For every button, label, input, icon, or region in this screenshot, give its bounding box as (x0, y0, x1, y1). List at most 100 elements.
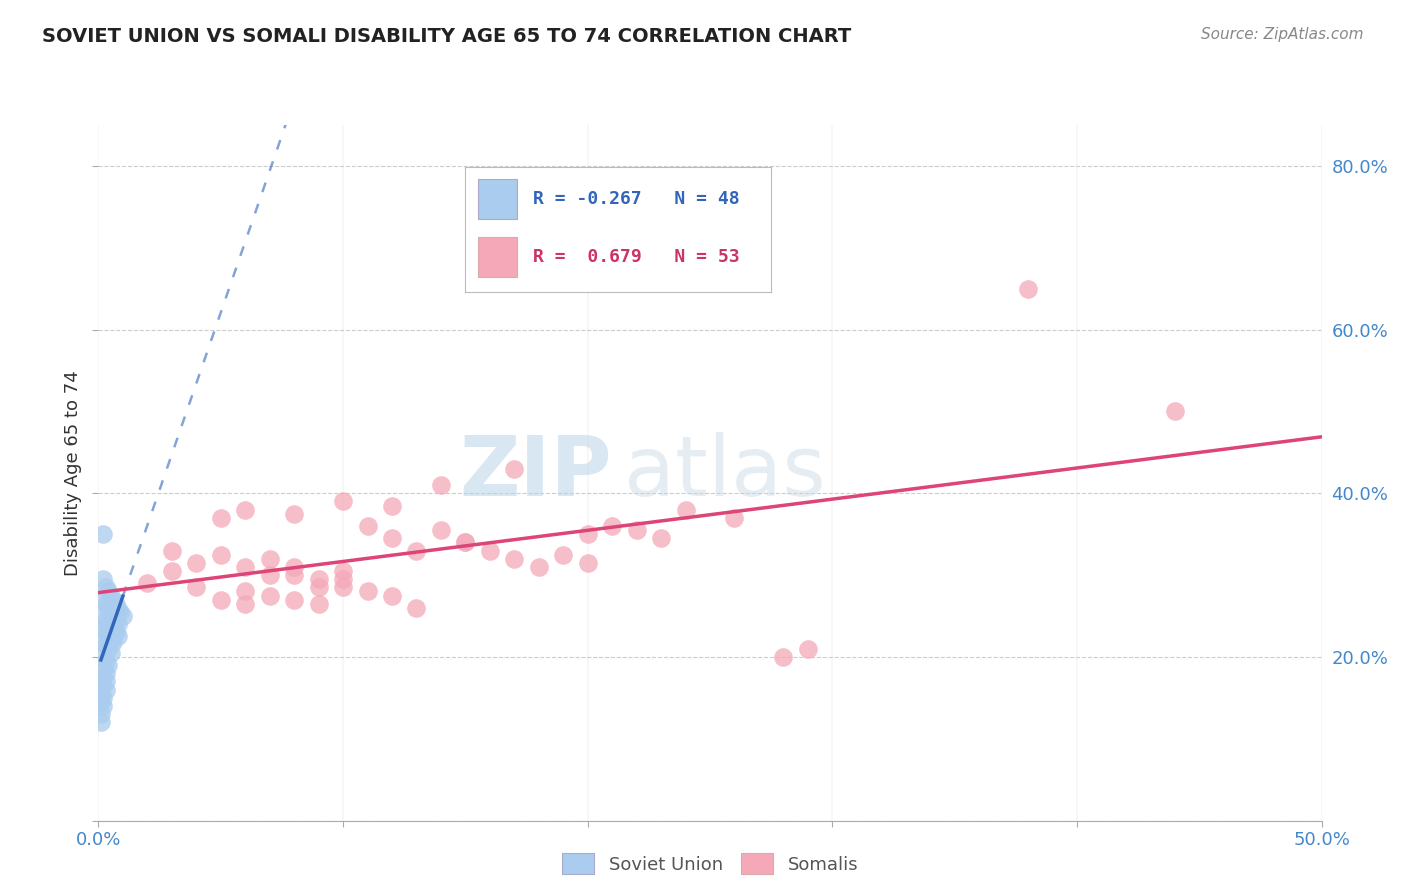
Point (259, 568, 281, 582)
Point (233, 584, 256, 599)
Text: ZIP: ZIP (460, 433, 612, 513)
Point (233, 560, 256, 574)
Point (104, 597, 127, 611)
Text: atlas: atlas (624, 433, 827, 513)
Point (91, 649, 114, 664)
Point (381, 499, 404, 513)
Point (308, 580, 330, 594)
Point (503, 461, 526, 475)
Point (97, 584, 120, 599)
Point (650, 531, 672, 545)
Point (91, 635, 114, 649)
Point (772, 649, 794, 664)
Point (259, 551, 281, 566)
Point (160, 564, 183, 578)
Point (91, 662, 114, 676)
Point (259, 589, 281, 603)
Point (160, 543, 183, 558)
Point (107, 602, 129, 616)
Point (136, 576, 159, 591)
Point (675, 502, 697, 516)
Point (91, 527, 114, 541)
Point (104, 613, 127, 627)
Point (283, 592, 305, 607)
Point (405, 543, 427, 558)
Point (90, 707, 112, 722)
Point (94, 674, 117, 689)
Point (209, 592, 232, 607)
Point (97, 641, 120, 656)
Point (430, 478, 453, 492)
Point (94, 666, 117, 681)
Point (576, 556, 599, 570)
Text: Source: ZipAtlas.com: Source: ZipAtlas.com (1201, 27, 1364, 42)
Point (430, 523, 453, 537)
Text: R =  0.679   N = 53: R = 0.679 N = 53 (533, 248, 740, 266)
Point (91, 699, 114, 714)
FancyBboxPatch shape (478, 236, 517, 277)
Point (527, 560, 550, 574)
Point (283, 507, 305, 521)
Point (94, 682, 117, 697)
Point (91, 690, 114, 705)
Point (100, 605, 122, 619)
Point (97, 600, 120, 615)
FancyBboxPatch shape (478, 179, 517, 219)
Point (94, 613, 117, 627)
Point (97, 630, 120, 644)
Legend: Soviet Union, Somalis: Soviet Union, Somalis (554, 846, 866, 881)
Point (308, 572, 330, 586)
Point (283, 560, 305, 574)
Point (90, 695, 112, 709)
Point (100, 619, 122, 633)
Point (233, 597, 256, 611)
Point (101, 621, 124, 635)
Point (107, 630, 129, 644)
Text: R = -0.267   N = 48: R = -0.267 N = 48 (533, 190, 740, 208)
Point (1164, 404, 1187, 418)
Point (101, 609, 124, 624)
Point (94, 654, 117, 668)
Point (283, 568, 305, 582)
Point (90, 715, 112, 730)
Point (797, 641, 820, 656)
Point (100, 589, 122, 603)
Point (454, 535, 477, 549)
Point (233, 502, 256, 516)
Point (308, 597, 330, 611)
Point (91, 572, 114, 586)
Point (381, 589, 404, 603)
Point (91, 670, 114, 684)
Point (553, 548, 575, 562)
Point (101, 592, 124, 607)
Point (94, 625, 117, 640)
Point (1017, 282, 1039, 296)
Point (91, 679, 114, 693)
Point (186, 556, 208, 570)
Point (97, 658, 120, 673)
Point (91, 621, 114, 635)
Point (332, 580, 354, 594)
Point (94, 580, 117, 594)
Point (90, 687, 112, 701)
Point (332, 564, 354, 578)
Point (381, 531, 404, 545)
Point (405, 600, 427, 615)
Point (356, 519, 378, 533)
Point (110, 605, 132, 619)
Point (454, 535, 477, 549)
Point (97, 615, 120, 630)
Point (94, 638, 117, 652)
Point (600, 519, 623, 533)
Point (91, 609, 114, 624)
Text: SOVIET UNION VS SOMALI DISABILITY AGE 65 TO 74 CORRELATION CHART: SOVIET UNION VS SOMALI DISABILITY AGE 65… (42, 27, 852, 45)
Point (209, 548, 232, 562)
Point (332, 572, 354, 586)
Point (111, 609, 134, 624)
Point (104, 625, 127, 640)
Point (576, 527, 599, 541)
Point (101, 635, 124, 649)
Point (209, 510, 232, 524)
Point (100, 646, 122, 660)
Point (94, 597, 117, 611)
